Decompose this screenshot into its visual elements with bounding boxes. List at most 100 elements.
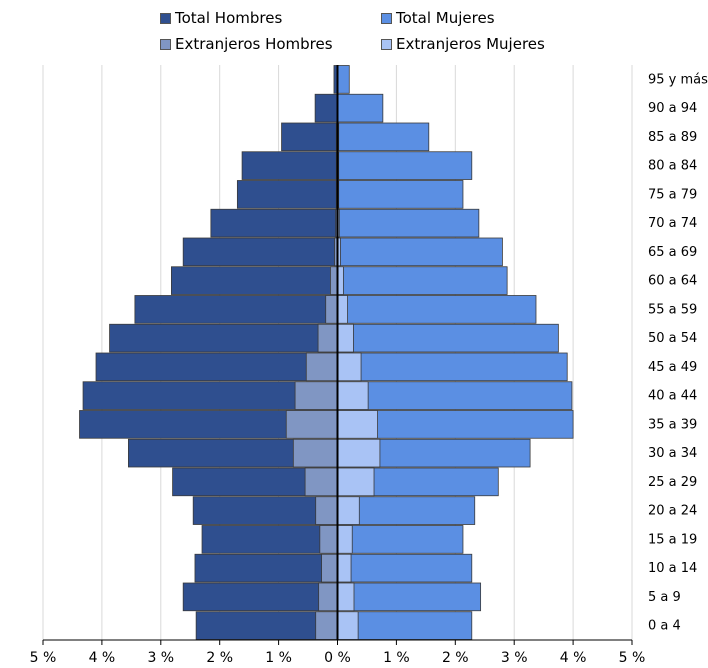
bar-total-mujeres-8	[337, 381, 573, 410]
bar-total-hombres-1	[182, 582, 338, 612]
legend-label-extranjeros-hombres: Extranjeros Hombres	[175, 35, 333, 53]
legend-item-extranjeros-hombres: Extranjeros Hombres	[160, 35, 333, 53]
category-label-10: 50 a 54	[648, 331, 697, 346]
category-label-17: 85 a 89	[648, 130, 697, 145]
category-label-4: 20 a 24	[648, 504, 697, 519]
category-label-6: 30 a 34	[648, 446, 697, 461]
legend-label-total-hombres: Total Hombres	[175, 9, 283, 27]
x-tick-label-7: 2 %	[442, 650, 469, 666]
category-label-7: 35 a 39	[648, 417, 697, 432]
category-label-5: 25 a 29	[648, 475, 697, 490]
bar-extranjeros-mujeres-1	[337, 582, 355, 612]
bar-total-mujeres-4	[337, 496, 476, 525]
bar-extranjeros-hombres-0	[315, 611, 338, 640]
legend-item-extranjeros-mujeres: Extranjeros Mujeres	[381, 35, 545, 53]
bar-total-mujeres-3	[337, 525, 464, 554]
bar-total-hombres-9	[95, 352, 338, 382]
bar-total-hombres-16	[241, 151, 338, 180]
x-tick-label-6: 1 %	[383, 650, 410, 666]
bar-extranjeros-hombres-2	[321, 553, 338, 583]
x-tick-label-8: 3 %	[501, 650, 528, 666]
legend-swatch-total-hombres	[160, 12, 171, 24]
category-label-3: 15 a 19	[648, 532, 697, 547]
bar-total-mujeres-10	[337, 323, 559, 353]
bar-total-hombres-0	[195, 611, 338, 640]
bar-extranjeros-hombres-8	[294, 381, 338, 410]
bar-extranjeros-mujeres-4	[337, 496, 360, 525]
category-label-1: 5 a 9	[648, 590, 681, 605]
bar-extranjeros-hombres-1	[318, 582, 338, 612]
bar-extranjeros-hombres-9	[305, 352, 338, 382]
x-tick-label-2: 3 %	[147, 650, 174, 666]
bar-extranjeros-hombres-12	[330, 266, 338, 295]
bar-extranjeros-mujeres-8	[337, 381, 369, 410]
bar-total-hombres-12	[171, 266, 338, 295]
bar-total-mujeres-17	[337, 122, 430, 152]
bar-extranjeros-mujeres-11	[337, 295, 348, 324]
bar-total-hombres-17	[281, 122, 338, 152]
bar-total-hombres-14	[210, 208, 338, 238]
bar-extranjeros-hombres-7	[285, 410, 338, 439]
category-label-16: 80 a 84	[648, 159, 697, 174]
bar-total-hombres-13	[182, 237, 338, 267]
category-label-11: 55 a 59	[648, 302, 697, 317]
legend-swatch-total-mujeres	[381, 12, 392, 24]
bar-total-hombres-15	[236, 180, 338, 209]
bar-total-mujeres-1	[337, 582, 482, 612]
bar-total-mujeres-18	[337, 93, 384, 123]
x-tick-label-0: 5 %	[30, 650, 57, 666]
bar-total-mujeres-14	[337, 208, 480, 238]
bar-total-mujeres-12	[337, 266, 508, 295]
bar-extranjeros-mujeres-0	[337, 611, 359, 640]
x-tick-label-3: 2 %	[206, 650, 233, 666]
bar-extranjeros-hombres-4	[315, 496, 338, 525]
legend-label-total-mujeres: Total Mujeres	[396, 9, 495, 27]
bar-total-mujeres-16	[337, 151, 473, 180]
bar-extranjeros-mujeres-10	[337, 323, 354, 353]
bar-extranjeros-mujeres-6	[337, 438, 381, 468]
bar-extranjeros-hombres-11	[325, 295, 338, 324]
x-tick-label-4: 1 %	[265, 650, 292, 666]
category-label-19: 95 y más	[648, 72, 708, 87]
bar-total-hombres-11	[134, 295, 338, 324]
legend-label-extranjeros-mujeres: Extranjeros Mujeres	[396, 35, 545, 53]
bar-total-mujeres-2	[337, 553, 473, 583]
category-label-8: 40 a 44	[648, 389, 697, 404]
legend-swatch-extranjeros-hombres	[160, 38, 171, 50]
x-tick-label-1: 4 %	[89, 650, 116, 666]
bar-extranjeros-mujeres-2	[337, 553, 352, 583]
bar-extranjeros-hombres-10	[317, 323, 338, 353]
legend-swatch-extranjeros-mujeres	[381, 38, 392, 50]
x-tick-label-5: 0 %	[324, 650, 351, 666]
bar-extranjeros-mujeres-5	[337, 467, 375, 497]
bar-extranjeros-hombres-3	[319, 525, 338, 554]
x-tick-label-9: 4 %	[560, 650, 587, 666]
bar-total-hombres-2	[194, 553, 338, 583]
category-label-13: 65 a 69	[648, 245, 697, 260]
category-label-12: 60 a 64	[648, 274, 697, 289]
bar-total-hombres-18	[314, 93, 338, 123]
bar-total-mujeres-9	[337, 352, 568, 382]
category-label-0: 0 a 4	[648, 619, 681, 634]
bar-total-mujeres-13	[337, 237, 503, 267]
bar-extranjeros-mujeres-9	[337, 352, 362, 382]
x-tick-label-10: 5 %	[619, 650, 646, 666]
bar-extranjeros-mujeres-3	[337, 525, 353, 554]
bar-extranjeros-mujeres-7	[337, 410, 378, 439]
bar-total-mujeres-19	[337, 65, 350, 94]
bar-total-hombres-3	[201, 525, 338, 554]
category-label-9: 45 a 49	[648, 360, 697, 375]
bar-total-mujeres-15	[337, 180, 464, 209]
category-label-2: 10 a 14	[648, 561, 697, 576]
bar-extranjeros-hombres-5	[304, 467, 338, 497]
category-label-15: 75 a 79	[648, 187, 697, 202]
bar-total-hombres-10	[109, 323, 338, 353]
legend-item-total-mujeres: Total Mujeres	[381, 9, 495, 27]
bar-extranjeros-hombres-6	[292, 438, 338, 468]
bar-total-hombres-4	[192, 496, 338, 525]
bar-total-mujeres-11	[337, 295, 537, 324]
category-label-18: 90 a 94	[648, 101, 697, 116]
category-label-14: 70 a 74	[648, 216, 697, 231]
legend-item-total-hombres: Total Hombres	[160, 9, 282, 27]
